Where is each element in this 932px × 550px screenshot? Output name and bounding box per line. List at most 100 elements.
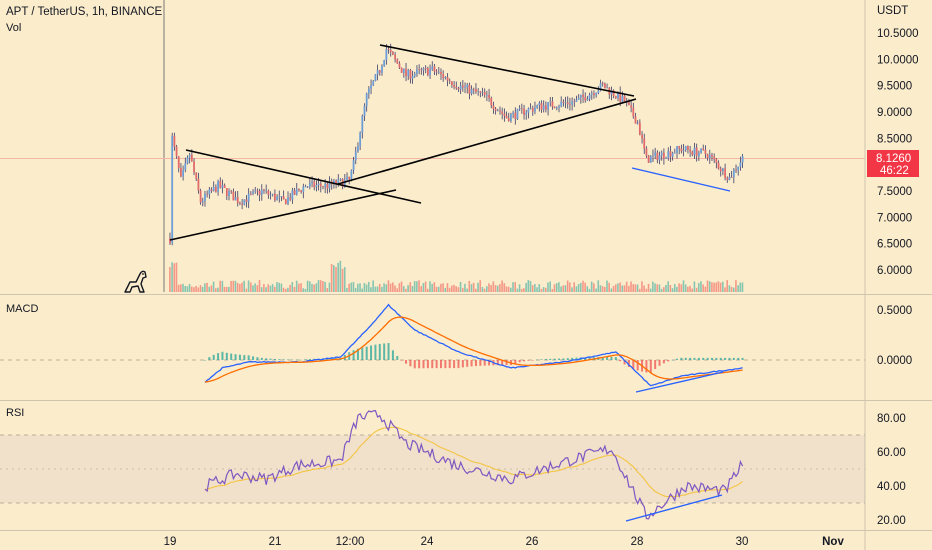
macd-histogram-bar: [352, 350, 355, 360]
candle-body: [343, 179, 346, 187]
candle-body: [715, 159, 718, 163]
candle-body: [472, 88, 475, 90]
volume-bar: [278, 282, 280, 292]
volume-bar: [540, 288, 543, 292]
volume-bar: [313, 284, 315, 292]
volume-bar: [538, 284, 541, 292]
macd-histogram-bar: [256, 357, 259, 360]
volume-bar: [420, 286, 423, 292]
macd-tick-label: 0.5000: [877, 305, 912, 317]
candle-body: [295, 189, 298, 195]
volume-bar: [378, 283, 381, 292]
time-tick-label: Nov: [822, 536, 844, 548]
candle-body: [632, 107, 635, 117]
rsi-legend[interactable]: RSI: [6, 407, 24, 419]
volume-bar: [708, 281, 711, 292]
price-badge-box: [867, 150, 919, 177]
price-tick-label: 10.5000: [877, 28, 919, 40]
macd-histogram-bar: [400, 360, 403, 361]
volume-bar: [354, 288, 357, 292]
volume-bar: [660, 288, 663, 292]
macd-histogram-bar: [531, 360, 534, 361]
candle-body: [623, 95, 626, 102]
macd-histogram-bar: [728, 357, 731, 360]
volume-legend[interactable]: Vol: [6, 22, 21, 34]
volume-bar: [724, 287, 726, 292]
candle-body: [249, 193, 252, 195]
volume-bar: [197, 287, 200, 292]
volume-bar: [182, 283, 184, 292]
volume-bar: [269, 285, 272, 292]
volume-bar: [304, 288, 307, 292]
candle-body: [638, 122, 641, 135]
volume-bar: [641, 281, 643, 292]
candle-body: [531, 107, 534, 112]
volume-bar: [317, 280, 320, 292]
candle-body: [494, 108, 497, 111]
candle-body: [544, 105, 547, 110]
candle-body: [584, 97, 587, 101]
candle-body: [177, 156, 180, 169]
macd-histogram-bar: [496, 360, 499, 366]
candle-body: [663, 152, 665, 159]
candle-body: [656, 152, 659, 161]
volume-bar: [518, 284, 521, 292]
candle-body: [245, 199, 248, 202]
candle-body: [389, 49, 392, 53]
volume-bar: [638, 288, 641, 292]
volume-bar: [475, 288, 477, 292]
volume-bar: [210, 285, 213, 292]
time-axis-ticks[interactable]: 19 21 12:00 24 26 28 30 Nov: [164, 536, 845, 548]
candle-body: [529, 107, 532, 109]
volume-bar: [575, 286, 578, 292]
macd-histogram-bar: [212, 354, 215, 360]
macd-histogram-bar: [562, 358, 565, 360]
candle-body: [357, 146, 359, 152]
candle-body: [518, 108, 521, 110]
volume-bar: [455, 286, 457, 292]
macd-histogram-bar: [238, 354, 241, 360]
candle-body: [724, 168, 726, 178]
volume-bars: [169, 260, 744, 292]
volume-bar: [234, 280, 237, 292]
volume-bar: [536, 287, 538, 292]
volume-bar: [265, 287, 267, 292]
volume-bar: [496, 285, 499, 292]
candle-body: [654, 152, 657, 156]
candle-body: [236, 197, 239, 203]
volume-bar: [405, 288, 407, 292]
candle-body: [392, 52, 394, 55]
volume-bar: [549, 281, 551, 292]
candle-body: [689, 149, 692, 152]
volume-bar: [306, 280, 309, 292]
symbol-title[interactable]: APT / TetherUS, 1h, BINANCE: [6, 6, 162, 18]
volume-bar: [623, 285, 626, 292]
rsi-axis-ticks: 80.00 60.00 40.00 20.00: [877, 413, 906, 527]
candle-body: [210, 189, 213, 191]
volume-bar: [501, 280, 503, 292]
candle-body: [448, 80, 451, 82]
volume-bar: [636, 284, 639, 292]
macd-histogram-bar: [588, 357, 591, 360]
candle-body: [737, 166, 740, 171]
macd-legend[interactable]: MACD: [6, 303, 38, 315]
volume-bar: [490, 285, 492, 292]
volume-bar: [719, 282, 722, 292]
volume-bar: [322, 281, 324, 292]
volume-bar: [586, 286, 589, 292]
macd-histogram-bar: [300, 359, 303, 361]
candle-body: [510, 114, 512, 121]
macd-histogram-bar: [680, 357, 683, 360]
volume-bar: [715, 282, 718, 292]
volume-bar: [730, 286, 733, 292]
volume-bar: [367, 281, 370, 292]
volume-bar: [287, 287, 289, 292]
volume-bar: [697, 283, 700, 292]
candle-body: [601, 83, 604, 85]
candle-body: [649, 156, 652, 163]
candle-body: [407, 70, 410, 77]
volume-bar: [459, 281, 462, 292]
volume-bar: [324, 281, 326, 292]
volume-bar: [385, 284, 388, 292]
